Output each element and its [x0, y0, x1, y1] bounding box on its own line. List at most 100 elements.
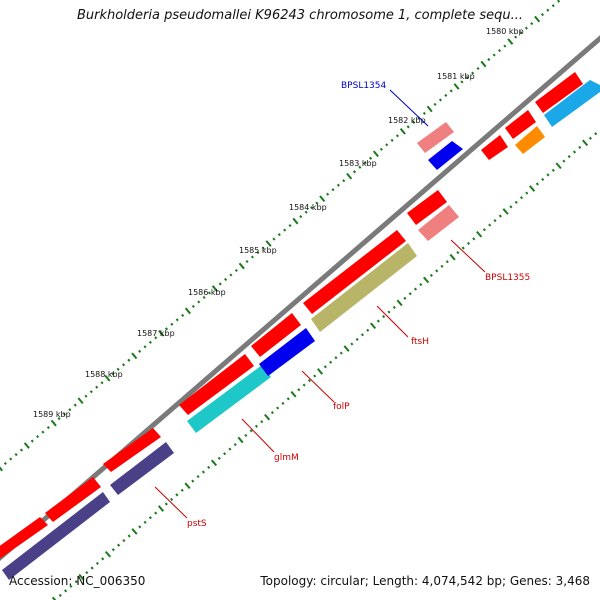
gene-arrow[interactable]	[251, 313, 301, 357]
gene-folP[interactable]	[259, 328, 315, 376]
gene-blue-small[interactable]	[428, 141, 463, 170]
tick-label: 1581 kbp	[437, 72, 475, 81]
ruler-tick	[529, 185, 536, 192]
ruler-tick	[358, 165, 362, 169]
ruler-tick	[524, 26, 528, 30]
ruler-tick	[366, 328, 370, 332]
ruler-tick	[395, 134, 399, 138]
ruler-tick	[503, 44, 507, 48]
label-bpsl1354[interactable]: BPSL1354	[341, 81, 387, 91]
ruler-tick	[317, 368, 324, 375]
outer-dot-ring	[0, 0, 561, 472]
ruler-tick	[0, 466, 3, 472]
ruler-tick	[429, 273, 433, 277]
ruler-tick	[211, 285, 218, 292]
ruler-tick	[326, 192, 330, 196]
gene-arrow[interactable]	[0, 517, 48, 560]
gene-arrow[interactable]	[103, 428, 161, 472]
ruler-tick	[519, 31, 523, 35]
gene-glmM[interactable]	[187, 365, 271, 433]
ruler-tick	[117, 543, 121, 547]
label-bpsl1355[interactable]: BPSL1355	[485, 273, 530, 283]
ruler-tick	[488, 223, 492, 227]
gene-arrow-bpsl1354[interactable]	[417, 122, 454, 153]
ruler-tick	[310, 206, 314, 210]
ruler-tick	[233, 443, 237, 447]
gene-arrow[interactable]	[407, 190, 447, 225]
ruler-tick	[154, 511, 158, 515]
ruler-tick	[46, 426, 50, 430]
ruler-tick	[184, 482, 191, 490]
ruler-tick	[445, 260, 449, 264]
ruler-tick	[426, 105, 433, 113]
gene-arrow[interactable]	[535, 72, 583, 113]
ruler-tick	[264, 413, 271, 421]
ruler-tick	[319, 195, 326, 203]
feature-labels: BPSL1354 BPSL1355 ftsH folP glmM pstS	[187, 81, 530, 529]
leader-line	[241, 418, 275, 453]
ruler-tick	[372, 150, 379, 158]
ruler-tick	[297, 388, 301, 392]
ruler-tick	[403, 296, 407, 300]
gene-arrow[interactable]	[45, 477, 101, 522]
ruler-tick	[514, 200, 518, 204]
tick-label: 1589 kbp	[33, 410, 71, 419]
ruler-tick	[567, 155, 571, 159]
ruler-tick	[131, 352, 138, 360]
colored-genes	[2, 80, 600, 580]
ruler-tick	[131, 528, 138, 535]
ruler-tick	[30, 439, 34, 443]
tick-label: 1584 kbp	[289, 203, 327, 212]
ruler-tick	[438, 98, 442, 102]
ruler-tick	[440, 264, 444, 268]
ruler-tick	[476, 66, 480, 71]
label-glmm[interactable]: glmM	[274, 453, 299, 463]
ruler-tick	[111, 372, 115, 376]
ruler-tick	[196, 475, 200, 479]
ruler-tick	[476, 230, 483, 238]
ruler-tick	[387, 310, 391, 314]
tick-label: 1582 kbp	[388, 116, 426, 125]
leader-line	[389, 89, 429, 127]
ruler-tick	[594, 132, 598, 136]
gene-arrow[interactable]	[179, 354, 254, 415]
ruler-tick	[217, 456, 221, 460]
ruler-tick	[487, 57, 491, 62]
ruler-tick	[249, 429, 253, 433]
ruler-tick	[143, 520, 147, 524]
ruler-tick	[334, 356, 338, 360]
label-psts[interactable]: pstS	[187, 519, 207, 529]
ruler-tick	[525, 191, 529, 195]
ruler-tick	[313, 374, 317, 378]
ruler-tick	[343, 345, 350, 352]
ruler-tick	[578, 145, 582, 149]
ruler-tick	[95, 385, 99, 389]
ruler-tick	[588, 136, 592, 140]
label-ftsh[interactable]: ftsH	[411, 337, 429, 347]
ruler-tick	[292, 217, 299, 225]
ruler-tick	[399, 128, 406, 135]
gene-cyan[interactable]	[544, 80, 600, 127]
ruler-tick	[260, 420, 264, 424]
gene-arrow-bpsl1355[interactable]	[418, 205, 459, 241]
ruler-tick	[158, 329, 165, 337]
ruler-tick	[101, 557, 105, 561]
gene-ftsH[interactable]	[311, 243, 417, 332]
ruler-tick	[557, 0, 561, 3]
ruler-tick	[572, 150, 577, 154]
gene-arrow[interactable]	[505, 110, 536, 139]
gene-arrow[interactable]	[303, 230, 406, 314]
ruler-tick	[14, 452, 18, 457]
ruler-tick	[143, 345, 147, 349]
ruler-tick	[546, 173, 550, 177]
gene-arrow[interactable]	[481, 135, 508, 160]
ruler-tick	[111, 548, 115, 552]
gene-orange[interactable]	[515, 126, 545, 154]
tick-label: 1583 kbp	[339, 159, 377, 168]
gene-pstS[interactable]	[110, 442, 174, 495]
ruler-tick	[64, 589, 68, 593]
ruler-tick	[181, 313, 185, 317]
gene-pstS[interactable]	[2, 492, 110, 580]
label-folp[interactable]: folP	[333, 402, 350, 412]
ruler-tick	[207, 291, 211, 295]
